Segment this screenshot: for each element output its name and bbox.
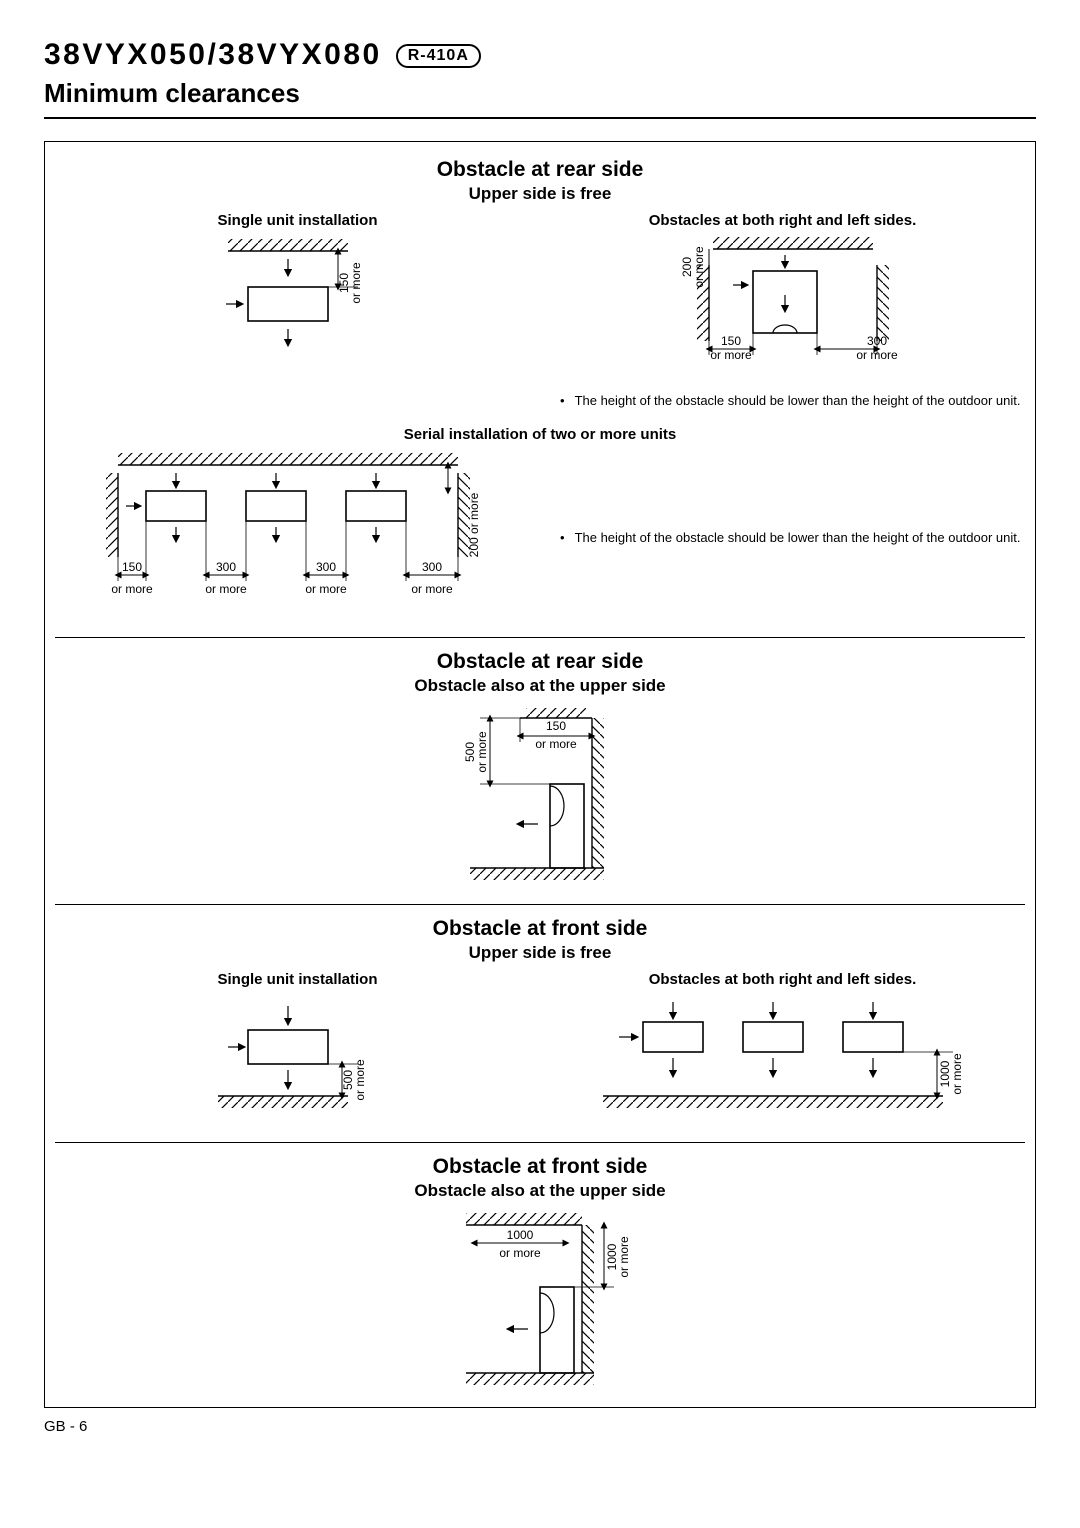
dim-value: 300 [866, 334, 886, 348]
dim-suffix: or more [710, 348, 752, 362]
diagram-front-single: 500 or more [188, 992, 408, 1132]
dim-suffix: or more [617, 1236, 631, 1278]
svg-text:300: 300 [866, 334, 886, 348]
diagram-rear-serial: 200 or more [88, 447, 508, 627]
sec3-left-head: Single unit installation [55, 971, 540, 988]
svg-text:or more: or more [205, 582, 247, 596]
dim-value: 200 [467, 537, 481, 557]
sec4-subtitle: Obstacle also at the upper side [55, 1181, 1025, 1201]
svg-text:or more: or more [353, 1059, 367, 1101]
page: 38VYX050/38VYX080 R-410A Minimum clearan… [0, 0, 1080, 1455]
svg-text:300: 300 [421, 560, 441, 574]
dim-suffix: or more [856, 348, 898, 362]
diagram-front-multi: 1000 or more [573, 992, 993, 1132]
title-rule [44, 117, 1036, 119]
model-number: 38VYX050/38VYX080 [44, 38, 382, 72]
sec1-subtitle: Upper side is free [55, 184, 1025, 204]
sec3-right-head: Obstacles at both right and left sides. [540, 971, 1025, 988]
sec2-title: Obstacle at rear side [55, 650, 1025, 674]
divider [55, 904, 1025, 905]
note-text: The height of the obstacle should be low… [575, 393, 1021, 408]
title-row: 38VYX050/38VYX080 R-410A [44, 38, 1036, 72]
sec1-left-col: Single unit installation [55, 212, 540, 408]
sec1-title: Obstacle at rear side [55, 158, 1025, 182]
sec1-serial-note: • The height of the obstacle should be l… [540, 530, 1021, 545]
page-subtitle: Minimum clearances [44, 78, 1036, 109]
dim-value: 150 [546, 719, 566, 733]
sec1-serial-head: Serial installation of two or more units [55, 426, 1025, 443]
dim-suffix: or more [349, 262, 363, 304]
dim-suffix: or more [205, 582, 247, 596]
svg-text:or more: or more [475, 731, 489, 773]
svg-text:or more: or more [692, 246, 706, 288]
refrigerant-badge: R-410A [396, 44, 481, 68]
svg-text:150: 150 [546, 719, 566, 733]
sec4-title: Obstacle at front side [55, 1155, 1025, 1179]
dim-suffix: or more [111, 582, 153, 596]
dim-value: 300 [421, 560, 441, 574]
svg-text:or more: or more [111, 582, 153, 596]
sec1-left-head: Single unit installation [55, 212, 540, 229]
sec1-right-col: Obstacles at both right and left sides. [540, 212, 1025, 408]
dim-value: 300 [315, 560, 335, 574]
dim-suffix: or more [499, 1246, 541, 1260]
divider [55, 1142, 1025, 1143]
svg-text:or more: or more [349, 262, 363, 304]
sec3-subtitle: Upper side is free [55, 943, 1025, 963]
sec3-title: Obstacle at front side [55, 917, 1025, 941]
dim-value: 150 [121, 560, 141, 574]
dim-suffix: or more [950, 1053, 964, 1095]
diagram-rear-upper: 500 or more 150 or more [420, 704, 660, 894]
dim-value: 150 [720, 334, 740, 348]
svg-text:or more: or more [535, 737, 577, 751]
svg-text:or more: or more [499, 1246, 541, 1260]
sec1-note: • The height of the obstacle should be l… [540, 393, 1025, 408]
diagram-front-upper: 1000 or more 1000 or more [420, 1209, 660, 1399]
sec1-serial-row: 200 or more [55, 447, 1025, 627]
svg-text:1000: 1000 [507, 1228, 534, 1242]
sec1-serial-diagram-col: 200 or more [55, 447, 540, 627]
sec1-serial-note-col: • The height of the obstacle should be l… [540, 447, 1025, 627]
sec1-columns: Single unit installation [55, 212, 1025, 408]
dim-suffix: or more [353, 1059, 367, 1101]
svg-text:300: 300 [215, 560, 235, 574]
divider [55, 637, 1025, 638]
svg-text:300: 300 [315, 560, 335, 574]
dim-suffix: or more [305, 582, 347, 596]
sec2-subtitle: Obstacle also at the upper side [55, 676, 1025, 696]
dim-suffix: or more [467, 492, 481, 534]
sec1-right-head: Obstacles at both right and left sides. [540, 212, 1025, 229]
dim-suffix: or more [692, 246, 706, 288]
svg-text:or more: or more [856, 348, 898, 362]
svg-text:or more: or more [411, 582, 453, 596]
dim-value: 300 [215, 560, 235, 574]
dim-suffix: or more [411, 582, 453, 596]
dim-suffix: or more [475, 731, 489, 773]
diagram-rear-bothsides: 200 or more 150 or more 300 [633, 233, 933, 393]
sec3-columns: Single unit installation [55, 971, 1025, 1132]
bullet-icon: • [560, 530, 565, 545]
sec3-left-col: Single unit installation [55, 971, 540, 1132]
note-text: The height of the obstacle should be low… [575, 530, 1021, 545]
dim-suffix: or more [535, 737, 577, 751]
dim-value: 1000 [507, 1228, 534, 1242]
diagram-rear-single: 150 or more [188, 233, 408, 363]
svg-text:or more: or more [617, 1236, 631, 1278]
page-footer: GB - 6 [44, 1418, 1036, 1435]
svg-text:150: 150 [121, 560, 141, 574]
content-frame: Obstacle at rear side Upper side is free… [44, 141, 1036, 1408]
svg-text:or more: or more [950, 1053, 964, 1095]
svg-text:or more: or more [305, 582, 347, 596]
svg-text:150: 150 [720, 334, 740, 348]
sec3-right-col: Obstacles at both right and left sides. [540, 971, 1025, 1132]
svg-text:200 or more: 200 or more [467, 492, 481, 557]
svg-text:or more: or more [710, 348, 752, 362]
bullet-icon: • [560, 393, 565, 408]
